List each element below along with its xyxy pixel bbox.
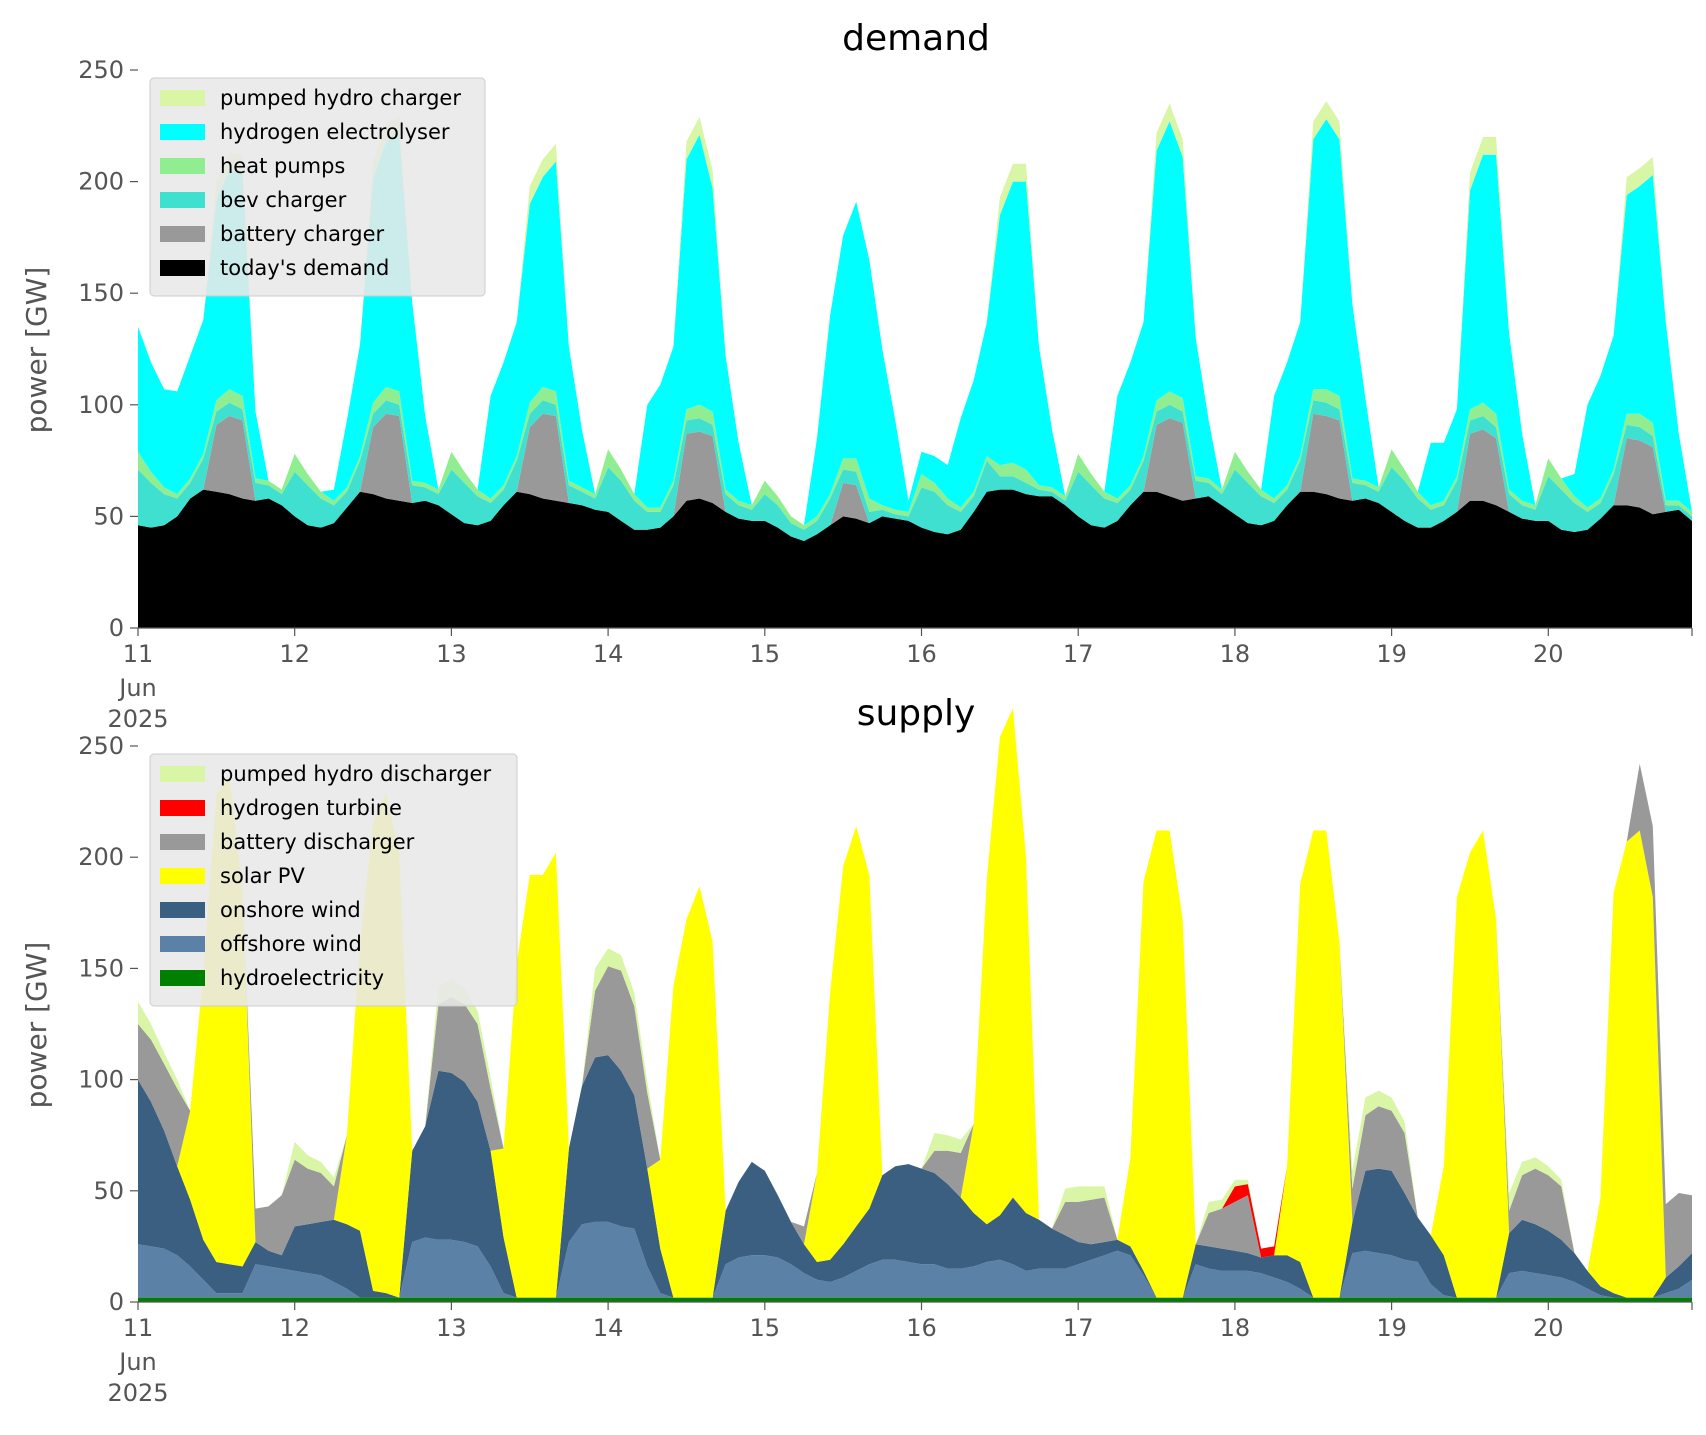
supply-legend-label-offshore-wind: offshore wind	[220, 932, 362, 956]
supply-legend-label-hydrogen-turbine: hydrogen turbine	[220, 796, 402, 820]
demand-area-layers	[138, 101, 1692, 628]
demand-x-tick-label: 12	[279, 640, 310, 668]
supply-legend-swatch-battery-discharger	[160, 834, 205, 850]
supply-area-solar-pv	[138, 708, 1692, 1298]
demand-panel: demand power [GW] 0 50 100 150 200 250 11 Jun 20…	[20, 18, 1693, 733]
demand-legend-swatch-hydrogen-electrolyser	[160, 124, 205, 140]
supply-y-tick-label: 0	[109, 1288, 124, 1316]
supply-legend-swatch-hydroelectricity	[160, 970, 205, 986]
supply-area-offshore-wind	[138, 1221, 1692, 1298]
supply-x-tick-label: 16	[906, 1314, 937, 1342]
demand-x-tick-sublabel: Jun	[117, 674, 157, 702]
demand-legend-swatch-heat-pumps	[160, 158, 205, 174]
demand-legend: pumped hydro charger hydrogen electrolyse…	[149, 77, 486, 297]
supply-legend-swatch-hydrogen-turbine	[160, 800, 205, 816]
supply-legend-swatch-onshore-wind	[160, 902, 205, 918]
demand-x-tick-label: 11	[123, 640, 154, 668]
supply-legend-label-battery-discharger: battery discharger	[220, 830, 415, 854]
demand-x-tick-label: 18	[1220, 640, 1251, 668]
demand-legend-label-today-s-demand: today's demand	[220, 256, 389, 280]
demand-area-battery-charger	[138, 413, 1692, 541]
supply-x-tick-sublabel: Jun	[117, 1348, 157, 1376]
demand-y-tick-label: 200	[78, 168, 124, 196]
demand-legend-label-bev-charger: bev charger	[220, 188, 347, 212]
demand-legend-swatch-bev-charger	[160, 192, 205, 208]
supply-axes: 0 50 100 150 200 250 11 Jun 2025 12 13 14 15 16 17 18 19…	[78, 732, 1693, 1407]
supply-x-tick-label: 12	[279, 1314, 310, 1342]
supply-area-hydroelectricity	[138, 1297, 1692, 1302]
supply-x-tick-label: 13	[436, 1314, 467, 1342]
demand-x-tick-label: 16	[906, 640, 937, 668]
demand-legend-swatch-battery-charger	[160, 226, 205, 242]
supply-x-tick-label: 14	[593, 1314, 624, 1342]
demand-y-tick-label: 0	[109, 614, 124, 642]
demand-x-tick-label: 14	[593, 640, 624, 668]
supply-legend-label-pumped-hydro-discharger: pumped hydro discharger	[220, 762, 491, 786]
supply-y-tick-label: 250	[78, 732, 124, 760]
supply-legend-label-hydroelectricity: hydroelectricity	[220, 966, 384, 990]
supply-x-tick-label: 17	[1063, 1314, 1094, 1342]
demand-area-today-s-demand	[138, 489, 1692, 628]
supply-legend-swatch-pumped-hydro-discharger	[160, 766, 205, 782]
supply-legend: pumped hydro discharger hydrogen turbine b…	[149, 753, 518, 1007]
supply-legend-label-onshore-wind: onshore wind	[220, 898, 361, 922]
supply-x-tick-label: 18	[1220, 1314, 1251, 1342]
demand-y-tick-label: 250	[78, 56, 124, 84]
demand-legend-label-pumped-hydro-charger: pumped hydro charger	[220, 86, 461, 110]
demand-area-bev-charger	[138, 400, 1692, 541]
supply-x-tick-label: 15	[750, 1314, 781, 1342]
supply-y-tick-label: 150	[78, 954, 124, 982]
demand-legend-swatch-today-s-demand	[160, 260, 205, 276]
supply-x-tick-label: 19	[1376, 1314, 1407, 1342]
supply-x-tick-label: 20	[1533, 1314, 1564, 1342]
demand-y-tick-label: 150	[78, 279, 124, 307]
supply-y-tick-label: 50	[93, 1177, 124, 1205]
demand-y-tick-label: 100	[78, 391, 124, 419]
demand-x-tick-label: 13	[436, 640, 467, 668]
demand-title: demand	[842, 18, 990, 59]
supply-legend-label-solar-pv: solar PV	[220, 864, 305, 888]
supply-area-battery-discharger	[138, 708, 1692, 1278]
demand-area-heat-pumps	[138, 386, 1692, 530]
supply-y-tick-label: 200	[78, 843, 124, 871]
supply-legend-swatch-solar-pv	[160, 868, 205, 884]
demand-x-tick-label: 20	[1533, 640, 1564, 668]
demand-legend-frame	[149, 77, 486, 297]
demand-legend-label-heat-pumps: heat pumps	[220, 154, 345, 178]
supply-x-tick-label: 11	[123, 1314, 154, 1342]
supply-title: supply	[857, 693, 976, 734]
demand-ylabel: power [GW]	[20, 267, 53, 434]
demand-y-tick-label: 50	[93, 502, 124, 530]
supply-panel: supply power [GW] 0 50 100 150 200 250 11 Jun 20…	[20, 693, 1693, 1407]
demand-axes: 0 50 100 150 200 250 11 Jun 2025 12 13 14 15 16 17 18 19…	[78, 56, 1693, 733]
supply-area-onshore-wind	[138, 1055, 1692, 1298]
supply-ylabel: power [GW]	[20, 942, 53, 1109]
supply-y-tick-label: 100	[78, 1066, 124, 1094]
demand-x-tick-sublabel: 2025	[107, 705, 168, 733]
demand-x-tick-label: 17	[1063, 640, 1094, 668]
supply-legend-frame	[149, 753, 518, 1007]
supply-x-tick-sublabel: 2025	[107, 1379, 168, 1407]
demand-legend-label-hydrogen-electrolyser: hydrogen electrolyser	[220, 120, 450, 144]
demand-x-tick-label: 19	[1376, 640, 1407, 668]
demand-legend-swatch-pumped-hydro-charger	[160, 90, 205, 106]
demand-legend-label-battery-charger: battery charger	[220, 222, 385, 246]
supply-legend-swatch-offshore-wind	[160, 936, 205, 952]
demand-area-hydrogen-electrolyser	[138, 119, 1692, 526]
demand-x-tick-label: 15	[750, 640, 781, 668]
